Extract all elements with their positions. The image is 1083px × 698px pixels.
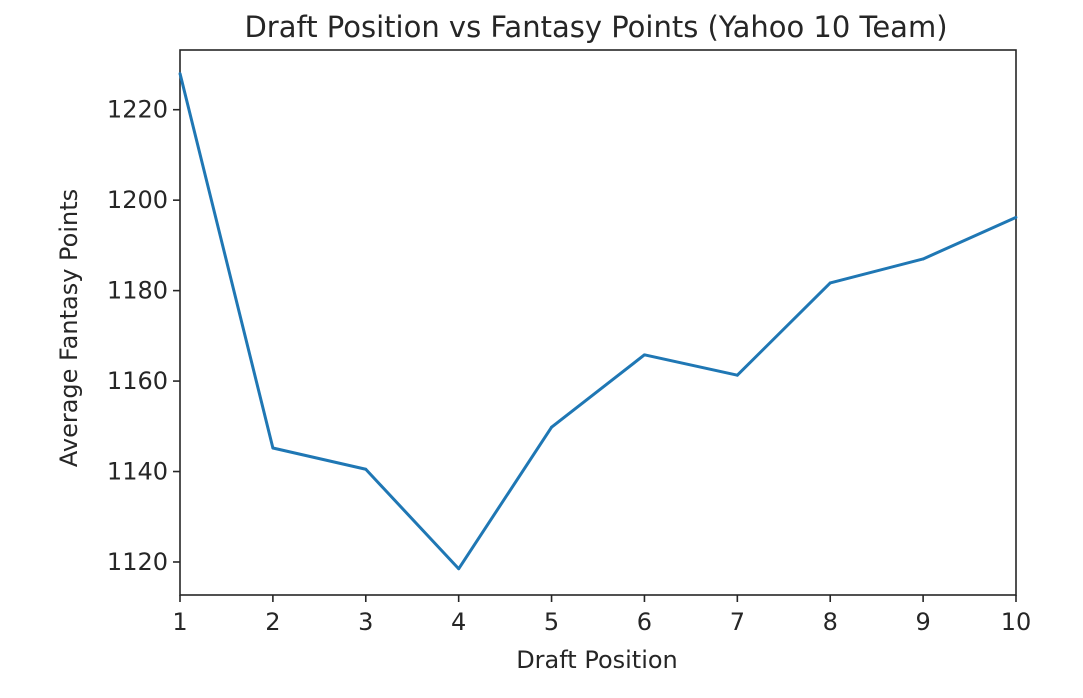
x-tick-label: 1 xyxy=(172,608,187,636)
y-axis: 1120 1140 1160 1180 1200 1220 xyxy=(107,96,180,576)
x-tick-label: 7 xyxy=(730,608,745,636)
x-tick-label: 4 xyxy=(451,608,466,636)
data-point xyxy=(1014,215,1018,219)
y-tick-label: 1140 xyxy=(107,458,168,486)
x-tick-label: 6 xyxy=(637,608,652,636)
x-tick-label: 8 xyxy=(823,608,838,636)
chart-title: Draft Position vs Fantasy Points (Yahoo … xyxy=(244,10,947,44)
y-tick-label: 1180 xyxy=(107,277,168,305)
data-point xyxy=(828,281,832,285)
x-tick-label: 10 xyxy=(1001,608,1032,636)
y-tick-label: 1120 xyxy=(107,548,168,576)
data-point xyxy=(271,446,275,450)
x-tick-label: 9 xyxy=(915,608,930,636)
data-point xyxy=(643,353,646,357)
x-tick-label: 3 xyxy=(358,608,373,636)
data-point xyxy=(550,425,553,429)
y-tick-label: 1220 xyxy=(107,96,168,124)
data-point xyxy=(178,72,182,75)
x-tick-label: 5 xyxy=(544,608,559,636)
data-point xyxy=(921,257,925,261)
series-layer xyxy=(178,72,1018,571)
y-tick-label: 1200 xyxy=(107,186,168,214)
x-axis: 1 2 3 4 5 6 7 8 9 10 xyxy=(172,595,1031,636)
series-line xyxy=(178,73,1017,571)
y-axis-label: Average Fantasy Points xyxy=(55,189,83,467)
x-axis-label: Draft Position xyxy=(516,646,678,674)
data-point xyxy=(457,567,461,571)
data-point xyxy=(735,373,739,377)
plot-frame xyxy=(179,49,1017,596)
x-tick-label: 2 xyxy=(265,608,280,636)
data-point xyxy=(364,467,368,471)
y-tick-label: 1160 xyxy=(107,367,168,395)
